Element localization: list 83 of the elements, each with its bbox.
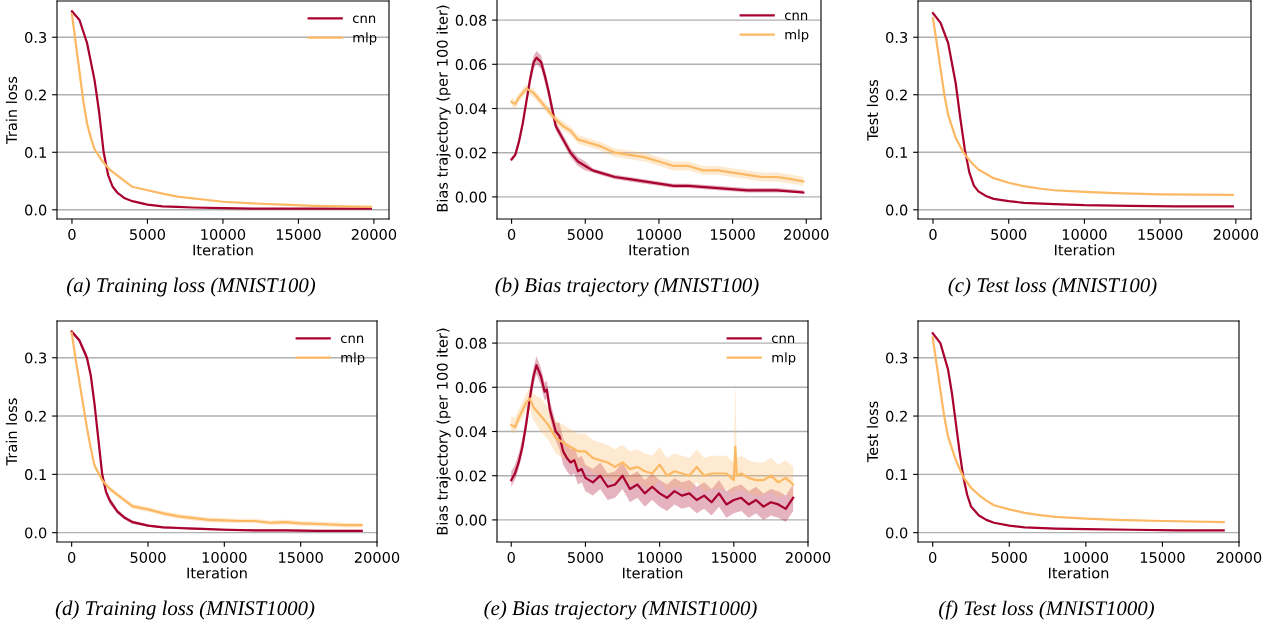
x-tick-label: 15000 bbox=[1138, 228, 1183, 241]
y-tick-label: 0.02 bbox=[455, 147, 486, 159]
y-tick-label: 0.04 bbox=[455, 426, 487, 438]
text: (c) Test loss (MNIST100) bbox=[948, 277, 1157, 297]
y-tick-label: 0.0 bbox=[25, 204, 47, 216]
legend-label: mlp bbox=[341, 352, 365, 366]
x-axis-title: Iteration bbox=[193, 244, 253, 256]
y-tick-label: 0.3 bbox=[886, 352, 908, 364]
y-tick-label: 0.1 bbox=[25, 146, 46, 159]
x-tick-label: 10000 bbox=[201, 228, 246, 241]
text: (d) Training loss (MNIST1000) bbox=[55, 600, 315, 620]
legend-label: mlp bbox=[772, 352, 796, 366]
x-tick-label: 15000 bbox=[276, 228, 321, 241]
text: (f) Test loss (MNIST1000) bbox=[939, 600, 1154, 620]
x-tick-label: 0 bbox=[507, 551, 515, 564]
x-tick-label: 5000 bbox=[130, 228, 166, 241]
x-tick-label: 0 bbox=[929, 228, 937, 241]
y-tick-label: 0.00 bbox=[455, 191, 487, 203]
x-tick-label: 5000 bbox=[567, 228, 603, 241]
y-tick-label: 0.06 bbox=[455, 382, 487, 394]
y-tick-label: 0.3 bbox=[25, 352, 47, 364]
y-tick-label: 0.1 bbox=[886, 469, 907, 481]
legend-label: mlp bbox=[785, 29, 809, 43]
y-tick-label: 0.04 bbox=[455, 103, 487, 115]
x-tick-label: 10000 bbox=[1064, 551, 1109, 564]
x-tick-label: 5000 bbox=[130, 551, 166, 564]
y-axis-title: Bias trajectory (per 100 iter) bbox=[436, 328, 451, 535]
line-series bbox=[510, 397, 795, 486]
x-axis-title: Iteration bbox=[629, 244, 689, 256]
legend-label: cnn bbox=[340, 335, 364, 344]
text: (e) Bias trajectory (MNIST1000) bbox=[484, 600, 757, 620]
x-tick-label: 0 bbox=[67, 551, 76, 564]
text: (a) Training loss (MNIST100) bbox=[67, 277, 316, 297]
x-tick-label: 10000 bbox=[1062, 228, 1107, 241]
y-tick-label: 0.08 bbox=[455, 14, 487, 26]
x-tick-label: 5000 bbox=[991, 551, 1027, 564]
y-axis-title: Test loss bbox=[866, 79, 879, 141]
y-axis-title: Train loss bbox=[5, 398, 18, 466]
x-tick-label: 15000 bbox=[279, 551, 323, 564]
y-tick-label: 0.08 bbox=[455, 337, 487, 349]
y-tick-label: 0.0 bbox=[886, 204, 908, 216]
x-tick-label: 15000 bbox=[712, 551, 757, 564]
x-tick-label: 20000 bbox=[1216, 551, 1262, 564]
x-tick-label: 0 bbox=[68, 228, 76, 241]
x-tick-label: 10000 bbox=[638, 551, 682, 564]
x-tick-label: 5000 bbox=[991, 228, 1027, 241]
y-axis-title: Train loss bbox=[5, 76, 18, 144]
x-axis-title: Iteration bbox=[623, 567, 683, 579]
y-tick-label: 0.02 bbox=[455, 470, 486, 482]
x-tick-label: 20000 bbox=[785, 551, 831, 564]
x-tick-label: 20000 bbox=[784, 228, 829, 241]
x-axis-title: Iteration bbox=[1049, 567, 1109, 579]
x-tick-label: 15000 bbox=[711, 228, 755, 241]
y-tick-label: 0.3 bbox=[25, 31, 47, 43]
x-tick-label: 15000 bbox=[1140, 551, 1185, 564]
y-tick-label: 0.2 bbox=[886, 410, 907, 422]
y-tick-label: 0.06 bbox=[455, 59, 487, 71]
y-axis-title: Bias trajectory (per 100 iter) bbox=[436, 5, 451, 212]
text: (b) Bias trajectory (MNIST100) bbox=[495, 277, 759, 297]
y-tick-label: 0.2 bbox=[25, 410, 46, 422]
legend-label: mlp bbox=[353, 32, 377, 46]
y-tick-label: 0.2 bbox=[25, 89, 46, 101]
y-tick-label: 0.1 bbox=[886, 146, 907, 159]
x-tick-label: 20000 bbox=[1213, 228, 1259, 241]
x-axis-title: Iteration bbox=[187, 567, 247, 579]
x-tick-label: 0 bbox=[507, 228, 516, 241]
x-tick-label: 20000 bbox=[354, 551, 400, 564]
y-tick-label: 0.1 bbox=[25, 469, 46, 481]
legend-label: cnn bbox=[352, 15, 376, 24]
y-tick-label: 0.0 bbox=[886, 527, 908, 539]
x-tick-label: 20000 bbox=[351, 228, 397, 241]
y-axis-title: Test loss bbox=[866, 401, 879, 463]
legend-label: cnn bbox=[784, 12, 808, 21]
y-tick-label: 0.00 bbox=[455, 514, 487, 526]
x-tick-label: 10000 bbox=[637, 228, 682, 241]
y-tick-label: 0.0 bbox=[25, 527, 47, 539]
y-tick-label: 0.2 bbox=[886, 89, 907, 101]
x-axis-title: Iteration bbox=[1055, 244, 1115, 256]
legend-label: cnn bbox=[771, 335, 795, 344]
x-tick-label: 5000 bbox=[568, 551, 604, 564]
x-tick-label: 0 bbox=[929, 551, 937, 564]
y-tick-label: 0.3 bbox=[886, 31, 908, 43]
x-tick-label: 10000 bbox=[202, 551, 247, 564]
